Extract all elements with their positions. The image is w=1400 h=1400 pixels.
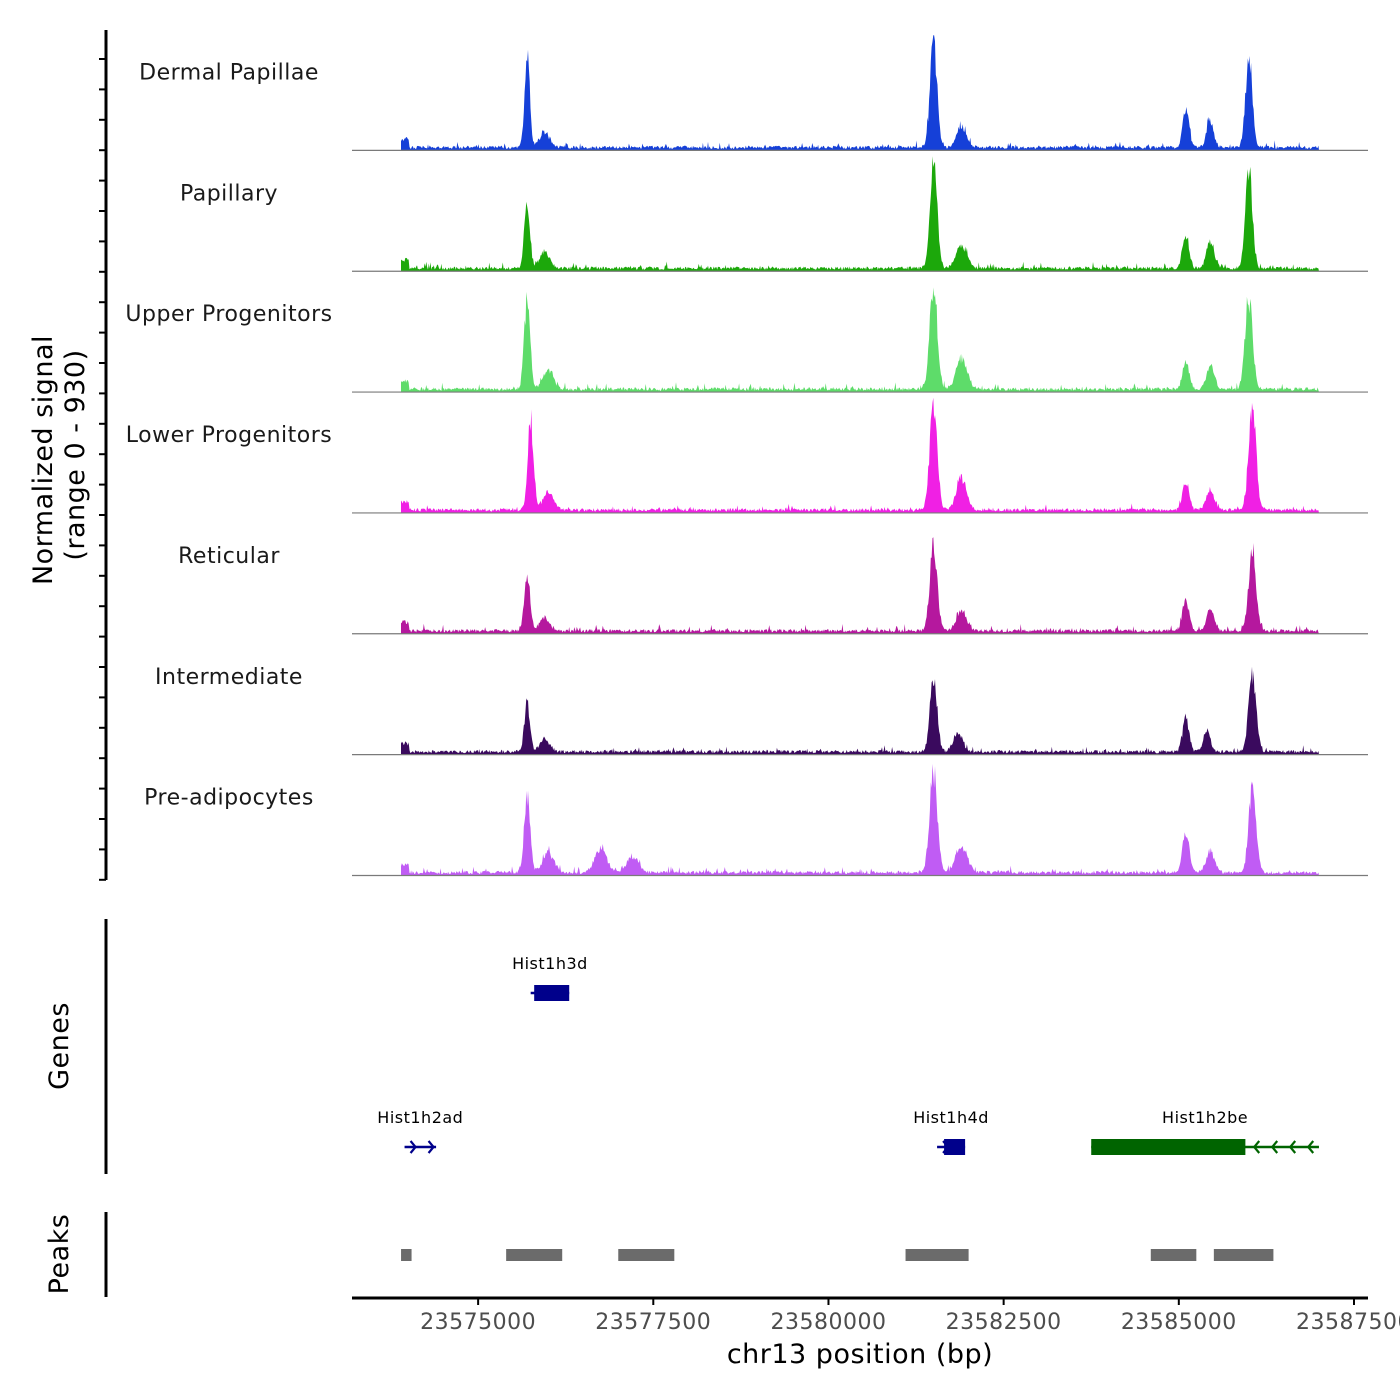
track-pre-adipocytes: Pre-adipocytes [144, 763, 1368, 877]
track-label: Dermal Papillae [139, 61, 319, 86]
gene-label: Hist1h4d [913, 1108, 989, 1127]
strand-arrow [427, 1140, 435, 1154]
coverage-area [401, 156, 1319, 272]
x-tick-label: 23577500 [595, 1310, 711, 1335]
track-label: Lower Progenitors [126, 423, 332, 448]
x-tick-label: 23582500 [946, 1310, 1062, 1335]
x-tick-label: 23575000 [420, 1310, 536, 1335]
coverage-area [401, 397, 1319, 513]
track-upper-progenitors: Upper Progenitors [125, 287, 1368, 393]
coverage-area [401, 763, 1319, 876]
gene-hist1h2be: Hist1h2be [1091, 1108, 1319, 1155]
peak-region [1150, 1249, 1197, 1261]
coverage-area [401, 537, 1319, 634]
x-tick-label: 23587500 [1296, 1310, 1400, 1335]
gene-exon [1091, 1139, 1246, 1155]
gene-hist1h4d: Hist1h4d [913, 1108, 989, 1155]
y-axis-title-line1: Normalized signal [28, 335, 59, 585]
track-label: Intermediate [155, 665, 303, 690]
genes-panel: Hist1h3d Hist1h2ad Hist1h4d Hist1h2be [104, 919, 1319, 1174]
track-label: Papillary [180, 181, 278, 206]
peaks-axis-title: Peaks [44, 1214, 75, 1295]
track-label: Upper Progenitors [125, 302, 332, 327]
coverage-area [401, 287, 1319, 393]
gene-label: Hist1h2be [1162, 1108, 1248, 1127]
track-intermediate: Intermediate [155, 665, 1368, 756]
peaks-panel [104, 1212, 1274, 1297]
track-reticular: Reticular [178, 537, 1368, 635]
strand-arrow [1306, 1140, 1315, 1154]
track-label: Reticular [178, 544, 280, 569]
coverage-area [401, 35, 1319, 151]
strand-arrow [1288, 1140, 1297, 1154]
peak-region [506, 1249, 563, 1261]
coverage-panel: Dermal Papillae Papillary Upper Progenitor… [99, 30, 1368, 881]
gene-exon [944, 1139, 966, 1155]
genes-axis-title: Genes [44, 1002, 75, 1090]
coverage-area [401, 666, 1319, 755]
gene-label: Hist1h2ad [377, 1108, 463, 1127]
strand-arrow [1252, 1140, 1261, 1154]
x-tick-label: 23585000 [1121, 1310, 1237, 1335]
y-axis-title-line2: (range 0 - 930) [60, 349, 91, 560]
strand-arrow [942, 1140, 950, 1154]
strand-arrow [1270, 1140, 1279, 1154]
peak-region [401, 1249, 412, 1261]
x-axis: 23575000 23577500 23580000 23582500 23585000… [352, 1296, 1400, 1335]
track-label: Pre-adipocytes [144, 786, 314, 811]
gene-exon [534, 985, 570, 1001]
x-axis-title: chr13 position (bp) [727, 1339, 993, 1370]
peak-region [618, 1249, 675, 1261]
strand-arrow [409, 1140, 417, 1154]
strand-arrow [535, 986, 544, 1000]
gene-hist1h3d: Hist1h3d [512, 954, 588, 1001]
gene-hist1h2ad: Hist1h2ad [377, 1108, 463, 1154]
peak-region [1213, 1249, 1274, 1261]
x-tick-label: 23580000 [770, 1310, 886, 1335]
peak-region [905, 1249, 969, 1261]
track-papillary: Papillary [180, 156, 1368, 272]
track-dermal-papillae: Dermal Papillae [139, 35, 1368, 151]
track-lower-progenitors: Lower Progenitors [126, 397, 1368, 514]
gene-label: Hist1h3d [512, 954, 588, 973]
